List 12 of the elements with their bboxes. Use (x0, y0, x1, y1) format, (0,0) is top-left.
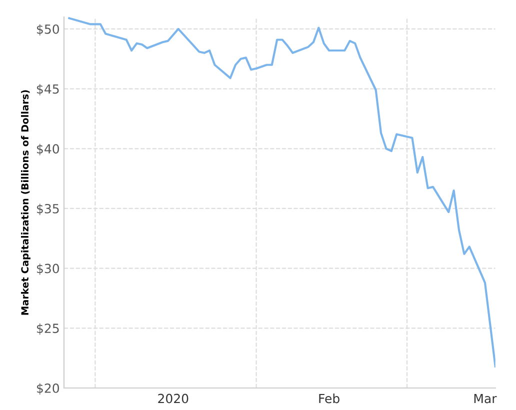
y-tick-label: $45 (37, 84, 59, 96)
x-tick-label: Mar (474, 394, 497, 404)
y-tick-label: $30 (37, 264, 60, 275)
line-series (68, 17, 496, 368)
y-tick-label: $50 (37, 24, 60, 36)
x-tick-label: Feb (319, 394, 340, 404)
y-axis-title: Market Capitalization (Billions of Dollars) (21, 90, 30, 315)
y-tick-label: $35 (37, 204, 59, 216)
y-tick-label: $40 (37, 144, 60, 156)
y-tick-label: $25 (37, 323, 59, 335)
y-tick-label: $20 (37, 383, 60, 395)
x-tick-label: 2020 (158, 394, 188, 404)
